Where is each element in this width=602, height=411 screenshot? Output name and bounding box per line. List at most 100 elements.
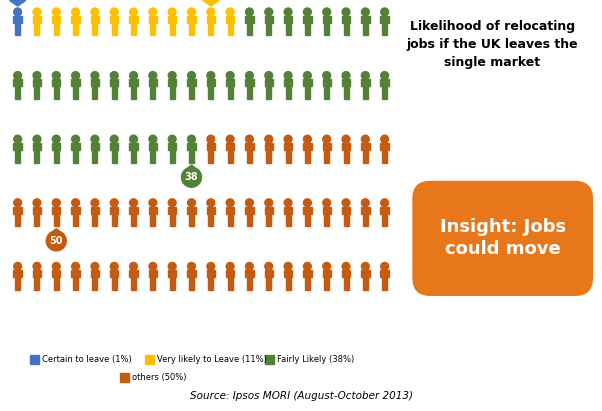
Circle shape bbox=[110, 8, 118, 16]
Polygon shape bbox=[110, 143, 119, 162]
Polygon shape bbox=[342, 207, 350, 226]
Circle shape bbox=[226, 199, 234, 207]
Polygon shape bbox=[226, 16, 234, 35]
Circle shape bbox=[33, 263, 41, 270]
Circle shape bbox=[380, 8, 388, 16]
Polygon shape bbox=[91, 143, 99, 162]
Polygon shape bbox=[33, 16, 41, 35]
Circle shape bbox=[246, 72, 253, 79]
Polygon shape bbox=[245, 207, 253, 226]
Polygon shape bbox=[13, 207, 22, 226]
Circle shape bbox=[33, 135, 41, 143]
Polygon shape bbox=[149, 79, 157, 99]
Polygon shape bbox=[129, 16, 138, 35]
Text: others (50%): others (50%) bbox=[132, 372, 187, 381]
Circle shape bbox=[91, 8, 99, 16]
Polygon shape bbox=[13, 16, 22, 35]
Circle shape bbox=[246, 135, 253, 143]
Polygon shape bbox=[245, 270, 253, 290]
Polygon shape bbox=[380, 16, 389, 35]
Text: 50: 50 bbox=[49, 236, 63, 246]
Polygon shape bbox=[380, 207, 389, 226]
Text: Very likely to Leave (11%): Very likely to Leave (11%) bbox=[157, 355, 267, 363]
Polygon shape bbox=[129, 143, 138, 162]
Polygon shape bbox=[52, 270, 60, 290]
Polygon shape bbox=[91, 16, 99, 35]
Circle shape bbox=[52, 72, 60, 79]
Circle shape bbox=[284, 263, 292, 270]
Circle shape bbox=[149, 135, 157, 143]
Circle shape bbox=[380, 135, 388, 143]
Circle shape bbox=[52, 8, 60, 16]
Circle shape bbox=[169, 72, 176, 79]
Polygon shape bbox=[245, 16, 253, 35]
Polygon shape bbox=[284, 79, 293, 99]
Polygon shape bbox=[303, 207, 312, 226]
Polygon shape bbox=[91, 207, 99, 226]
Circle shape bbox=[14, 199, 22, 207]
Circle shape bbox=[14, 72, 22, 79]
Circle shape bbox=[342, 8, 350, 16]
Polygon shape bbox=[168, 79, 176, 99]
Circle shape bbox=[361, 199, 369, 207]
Circle shape bbox=[169, 199, 176, 207]
Circle shape bbox=[188, 199, 196, 207]
Polygon shape bbox=[208, 4, 214, 6]
Circle shape bbox=[52, 199, 60, 207]
Circle shape bbox=[265, 263, 273, 270]
Bar bbox=[265, 355, 274, 363]
Polygon shape bbox=[303, 79, 312, 99]
Circle shape bbox=[72, 199, 79, 207]
Circle shape bbox=[246, 199, 253, 207]
Polygon shape bbox=[149, 207, 157, 226]
Circle shape bbox=[303, 199, 311, 207]
Circle shape bbox=[323, 263, 330, 270]
Polygon shape bbox=[72, 270, 80, 290]
Polygon shape bbox=[226, 79, 234, 99]
Circle shape bbox=[265, 135, 273, 143]
Circle shape bbox=[361, 8, 369, 16]
Circle shape bbox=[342, 263, 350, 270]
Polygon shape bbox=[264, 16, 273, 35]
Polygon shape bbox=[14, 4, 20, 6]
Polygon shape bbox=[206, 270, 215, 290]
Circle shape bbox=[181, 167, 202, 187]
Polygon shape bbox=[52, 16, 60, 35]
Polygon shape bbox=[361, 79, 370, 99]
Circle shape bbox=[91, 135, 99, 143]
Circle shape bbox=[323, 135, 330, 143]
Polygon shape bbox=[264, 270, 273, 290]
Circle shape bbox=[129, 263, 137, 270]
Circle shape bbox=[188, 8, 196, 16]
Polygon shape bbox=[226, 143, 234, 162]
Polygon shape bbox=[284, 207, 293, 226]
Polygon shape bbox=[380, 270, 389, 290]
Polygon shape bbox=[168, 143, 176, 162]
Circle shape bbox=[226, 263, 234, 270]
Polygon shape bbox=[110, 16, 119, 35]
Polygon shape bbox=[33, 79, 41, 99]
Circle shape bbox=[380, 72, 388, 79]
Polygon shape bbox=[245, 79, 253, 99]
Circle shape bbox=[226, 8, 234, 16]
FancyBboxPatch shape bbox=[412, 181, 593, 296]
Circle shape bbox=[303, 8, 311, 16]
Circle shape bbox=[361, 135, 369, 143]
Circle shape bbox=[110, 199, 118, 207]
Polygon shape bbox=[303, 270, 312, 290]
Circle shape bbox=[169, 263, 176, 270]
Polygon shape bbox=[187, 143, 196, 162]
Polygon shape bbox=[264, 143, 273, 162]
Polygon shape bbox=[264, 79, 273, 99]
Polygon shape bbox=[342, 16, 350, 35]
Polygon shape bbox=[206, 16, 215, 35]
Text: Certain to leave (1%): Certain to leave (1%) bbox=[42, 355, 132, 363]
Circle shape bbox=[207, 72, 215, 79]
Circle shape bbox=[72, 135, 79, 143]
Circle shape bbox=[14, 8, 22, 16]
Polygon shape bbox=[361, 16, 370, 35]
Circle shape bbox=[149, 263, 157, 270]
Circle shape bbox=[342, 72, 350, 79]
Polygon shape bbox=[129, 207, 138, 226]
Polygon shape bbox=[91, 79, 99, 99]
